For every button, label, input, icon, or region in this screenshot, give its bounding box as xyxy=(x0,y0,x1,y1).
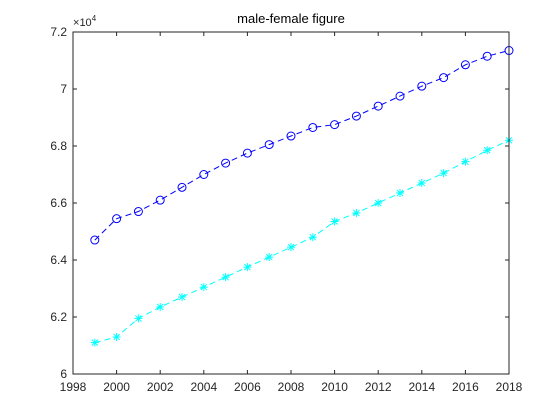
data-point xyxy=(352,208,361,217)
chart-title: male-female figure xyxy=(237,11,345,26)
data-point xyxy=(439,73,449,83)
series-layer xyxy=(90,46,514,347)
x-tick-label: 2010 xyxy=(321,380,348,394)
x-tick-label: 2002 xyxy=(147,380,174,394)
data-point xyxy=(417,179,426,188)
data-point xyxy=(308,122,318,132)
data-point xyxy=(286,131,296,141)
data-point xyxy=(330,120,340,130)
x-tick-label: 2014 xyxy=(408,380,435,394)
y-tick-label: 6 xyxy=(60,367,67,381)
axes-box xyxy=(72,31,510,375)
y-tick-label: 6.2 xyxy=(50,310,67,324)
data-point xyxy=(177,182,187,192)
data-point xyxy=(265,253,274,262)
data-point xyxy=(373,101,383,111)
data-point xyxy=(242,148,252,158)
x-axis: 1998 2000 2002 2004 2006 2008 2010 2012 2014 2016… xyxy=(60,32,523,394)
data-point xyxy=(156,303,165,312)
y-exponent-label: ×104 xyxy=(73,14,97,29)
y-exponent-base: 10 xyxy=(79,17,91,29)
data-point xyxy=(199,170,209,179)
data-point xyxy=(395,91,405,101)
data-point xyxy=(221,273,230,282)
y-tick-label: 6.8 xyxy=(50,139,67,153)
data-point xyxy=(133,207,143,217)
data-point xyxy=(460,60,470,70)
x-tick-label: 1998 xyxy=(60,380,87,394)
y-axis: 6 6.2 6.4 6.6 6.8 7 7.2 xyxy=(50,25,509,381)
data-point xyxy=(90,235,100,245)
data-point xyxy=(482,51,492,61)
data-point xyxy=(155,195,165,205)
x-tick-label: 2004 xyxy=(190,380,217,394)
data-point xyxy=(112,214,122,224)
data-point xyxy=(287,243,295,252)
x-tick-label: 2016 xyxy=(452,380,479,394)
series-line xyxy=(94,139,510,344)
series-2 xyxy=(90,136,513,347)
data-point xyxy=(330,217,339,226)
y-tick-label: 7 xyxy=(60,82,67,96)
y-tick-label: 6.4 xyxy=(50,253,67,267)
svg-text:×104: ×104 xyxy=(73,14,97,29)
data-point xyxy=(112,332,121,341)
data-point xyxy=(308,233,317,242)
y-tick-label: 7.2 xyxy=(50,25,67,39)
data-point xyxy=(243,263,252,272)
data-point xyxy=(461,157,470,166)
x-tick-label: 2012 xyxy=(365,380,392,394)
data-point xyxy=(417,81,427,91)
data-point xyxy=(178,293,186,302)
x-tick-label: 2008 xyxy=(278,380,305,394)
x-tick-label: 2006 xyxy=(234,380,261,394)
data-point xyxy=(264,140,274,150)
data-point xyxy=(439,169,448,178)
data-point xyxy=(351,111,361,121)
data-point xyxy=(90,338,99,347)
x-tick-label: 2018 xyxy=(496,380,523,394)
data-point xyxy=(221,158,231,168)
y-tick-label: 6.6 xyxy=(50,196,67,210)
plot-area xyxy=(73,32,509,374)
series-1 xyxy=(90,46,514,245)
data-point xyxy=(199,283,208,292)
data-point xyxy=(374,199,383,207)
y-exponent-times: × xyxy=(73,17,79,29)
data-point xyxy=(396,189,404,198)
x-tick-label: 2000 xyxy=(103,380,130,394)
data-point xyxy=(483,146,492,155)
y-exponent-power: 4 xyxy=(92,14,97,23)
data-point xyxy=(134,314,143,323)
